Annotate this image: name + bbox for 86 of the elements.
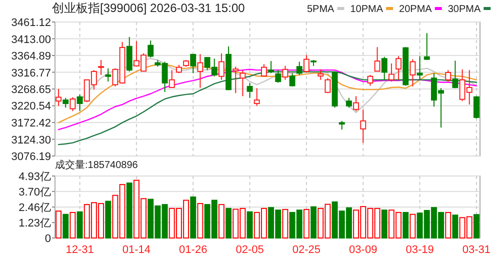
candlestick (445, 70, 452, 82)
bar (410, 214, 416, 238)
candlestick (70, 96, 76, 112)
candlestick (254, 88, 260, 106)
x-tick-label: 02-05 (236, 244, 264, 256)
y-tick-label: 0 (44, 233, 51, 245)
candlestick (303, 54, 310, 73)
candlestick (424, 32, 430, 60)
bar (105, 200, 112, 238)
bar (402, 212, 409, 238)
candlestick (76, 94, 83, 112)
x-tick-label: 03-31 (462, 244, 491, 256)
bar (452, 214, 458, 238)
candlestick (388, 62, 394, 82)
bar (190, 196, 196, 238)
x-tick-label: 03-09 (349, 244, 378, 256)
candlestick (246, 82, 253, 98)
bar (62, 214, 69, 238)
candlestick (260, 64, 267, 77)
candlestick (452, 60, 458, 89)
candlestick (396, 56, 402, 80)
candlestick (381, 56, 388, 80)
y-tick-label: 1.23亿 (18, 218, 51, 230)
bar (56, 210, 62, 238)
candlestick (367, 74, 374, 86)
y-tick-label: 3220.54 (11, 100, 51, 113)
candlestick (282, 65, 288, 80)
x-tick-label: 03-19 (406, 244, 434, 256)
y-tick-label: 3124.30 (11, 134, 51, 146)
candlestick (416, 56, 423, 80)
bar (282, 208, 288, 238)
bar (197, 203, 204, 238)
candlestick (105, 68, 112, 82)
legend-label: 20PMA (399, 4, 432, 15)
candlestick (240, 70, 246, 97)
y-tick-label: 3172.42 (11, 118, 51, 130)
candlestick (218, 52, 224, 80)
bar (218, 204, 224, 238)
y-tick-label: 3.70亿 (18, 186, 51, 198)
candlestick (410, 58, 416, 87)
bar (246, 211, 253, 238)
chart-title: 创业板指[399006] 2026-03-31 15:00 (52, 1, 246, 15)
candlestick (360, 108, 366, 144)
y-tick-label: 4.93亿 (18, 171, 51, 183)
y-tick-label: 3413.00 (11, 34, 51, 46)
bar (473, 214, 480, 238)
candlestick (168, 70, 175, 88)
candlestick (126, 36, 132, 72)
candlestick (190, 54, 196, 74)
candlestick (197, 54, 204, 88)
x-tick-label: 01-26 (179, 244, 208, 256)
candlestick (374, 46, 380, 72)
y-tick-label: 3461.12 (11, 17, 51, 29)
candlestick (98, 59, 104, 76)
candlestick (324, 78, 331, 94)
bar (76, 211, 83, 238)
x-tick-label: 01-14 (122, 244, 151, 256)
legend-label: 5PMA (307, 4, 335, 15)
candlestick (318, 68, 324, 80)
candlestick (148, 40, 154, 58)
candlestick (296, 61, 302, 76)
legend-label: 10PMA (350, 4, 384, 15)
y-tick-label: 3316.77 (11, 67, 51, 80)
candlestick (289, 72, 296, 87)
bar (70, 212, 76, 238)
y-tick-label: 3364.89 (11, 50, 51, 62)
bar (303, 208, 310, 238)
candlestick (473, 96, 480, 119)
chart-title: 成交量:185740896 (55, 159, 138, 171)
candlestick (268, 60, 274, 74)
y-tick-label: 2.46亿 (18, 202, 51, 214)
bar (381, 210, 388, 238)
y-tick-label: 3076.19 (11, 151, 51, 163)
legend-label: 30PMA (448, 4, 481, 15)
y-tick-label: 3268.65 (11, 84, 51, 96)
bar (310, 206, 317, 238)
x-tick-label: 12-31 (66, 244, 94, 256)
candlestick (353, 96, 360, 112)
candlestick (232, 66, 239, 94)
candlestick (62, 97, 69, 108)
bar (226, 208, 232, 238)
x-tick-label: 02-25 (292, 244, 321, 256)
bar (445, 212, 452, 238)
candlestick (275, 70, 282, 84)
candlestick (346, 97, 352, 108)
bar (126, 182, 132, 238)
